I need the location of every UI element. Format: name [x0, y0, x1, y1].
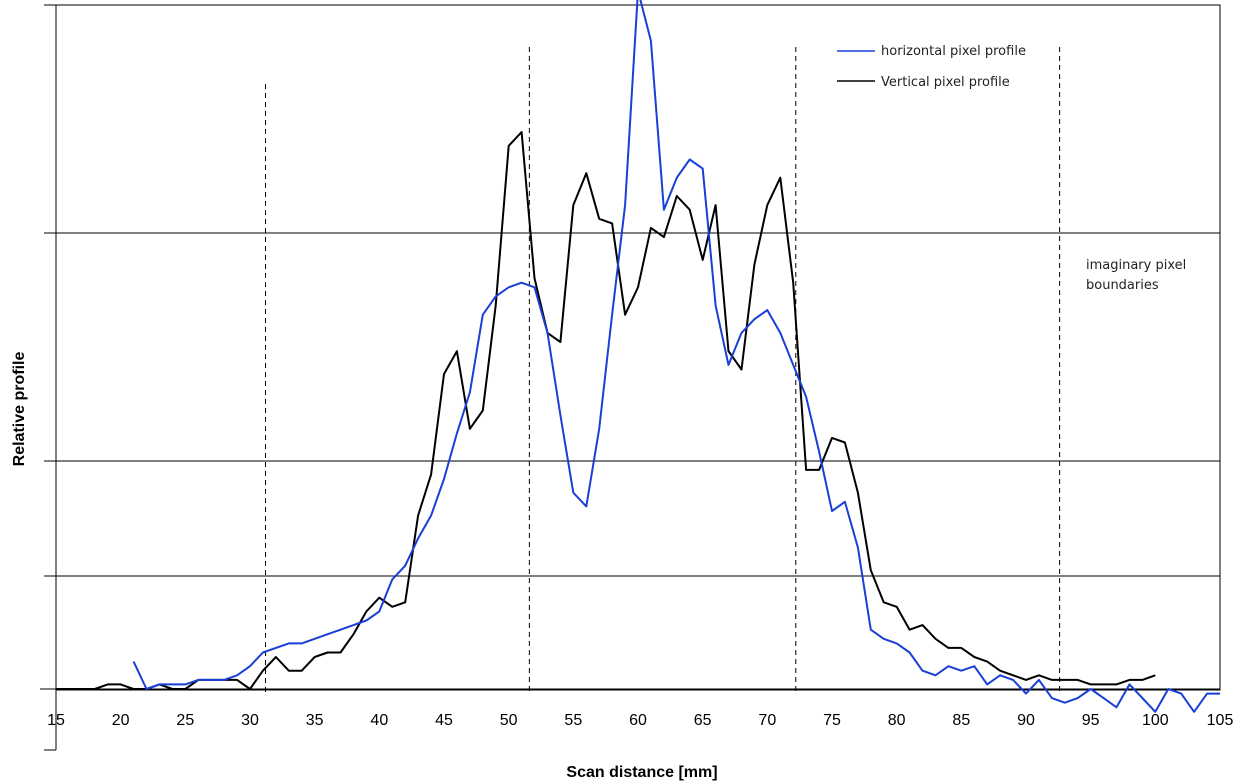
- x-tick-label-80: 80: [888, 712, 906, 729]
- x-tick-label-90: 90: [1017, 712, 1035, 729]
- x-tick-label-25: 25: [176, 712, 194, 729]
- legend: horizontal pixel profile Vertical pixel …: [837, 44, 1026, 90]
- x-tick-label-65: 65: [694, 712, 712, 729]
- x-tick-label-75: 75: [823, 712, 841, 729]
- x-tick-label-20: 20: [112, 712, 130, 729]
- x-tick-label-55: 55: [564, 712, 582, 729]
- x-tick-label-70: 70: [758, 712, 776, 729]
- x-tick-label-40: 40: [370, 712, 388, 729]
- legend-label-horizontal: horizontal pixel profile: [881, 44, 1026, 59]
- y-axis-title: Relative profile: [11, 352, 28, 467]
- x-tick-label-45: 45: [435, 712, 453, 729]
- series-line-vertical: [56, 131, 1156, 690]
- x-tick-label-15: 15: [47, 712, 65, 729]
- annotation-line-1: imaginary pixel: [1086, 258, 1186, 273]
- x-tick-label-95: 95: [1082, 712, 1100, 729]
- x-tick-label-100: 100: [1142, 712, 1169, 729]
- annotation-line-2: boundaries: [1086, 278, 1159, 293]
- x-tick-label-60: 60: [629, 712, 647, 729]
- x-tick-label-35: 35: [306, 712, 324, 729]
- x-tick-label-30: 30: [241, 712, 259, 729]
- plot-area: [55, 4, 1221, 691]
- legend-label-vertical: Vertical pixel profile: [881, 75, 1010, 90]
- x-tick-label-85: 85: [952, 712, 970, 729]
- boundary-annotation: imaginary pixel boundaries: [1086, 258, 1186, 293]
- x-axis-title: Scan distance [mm]: [566, 764, 717, 781]
- x-tick-label-105: 105: [1207, 712, 1234, 729]
- series-line-horizontal: [132, 0, 1220, 713]
- x-tick-label-50: 50: [500, 712, 518, 729]
